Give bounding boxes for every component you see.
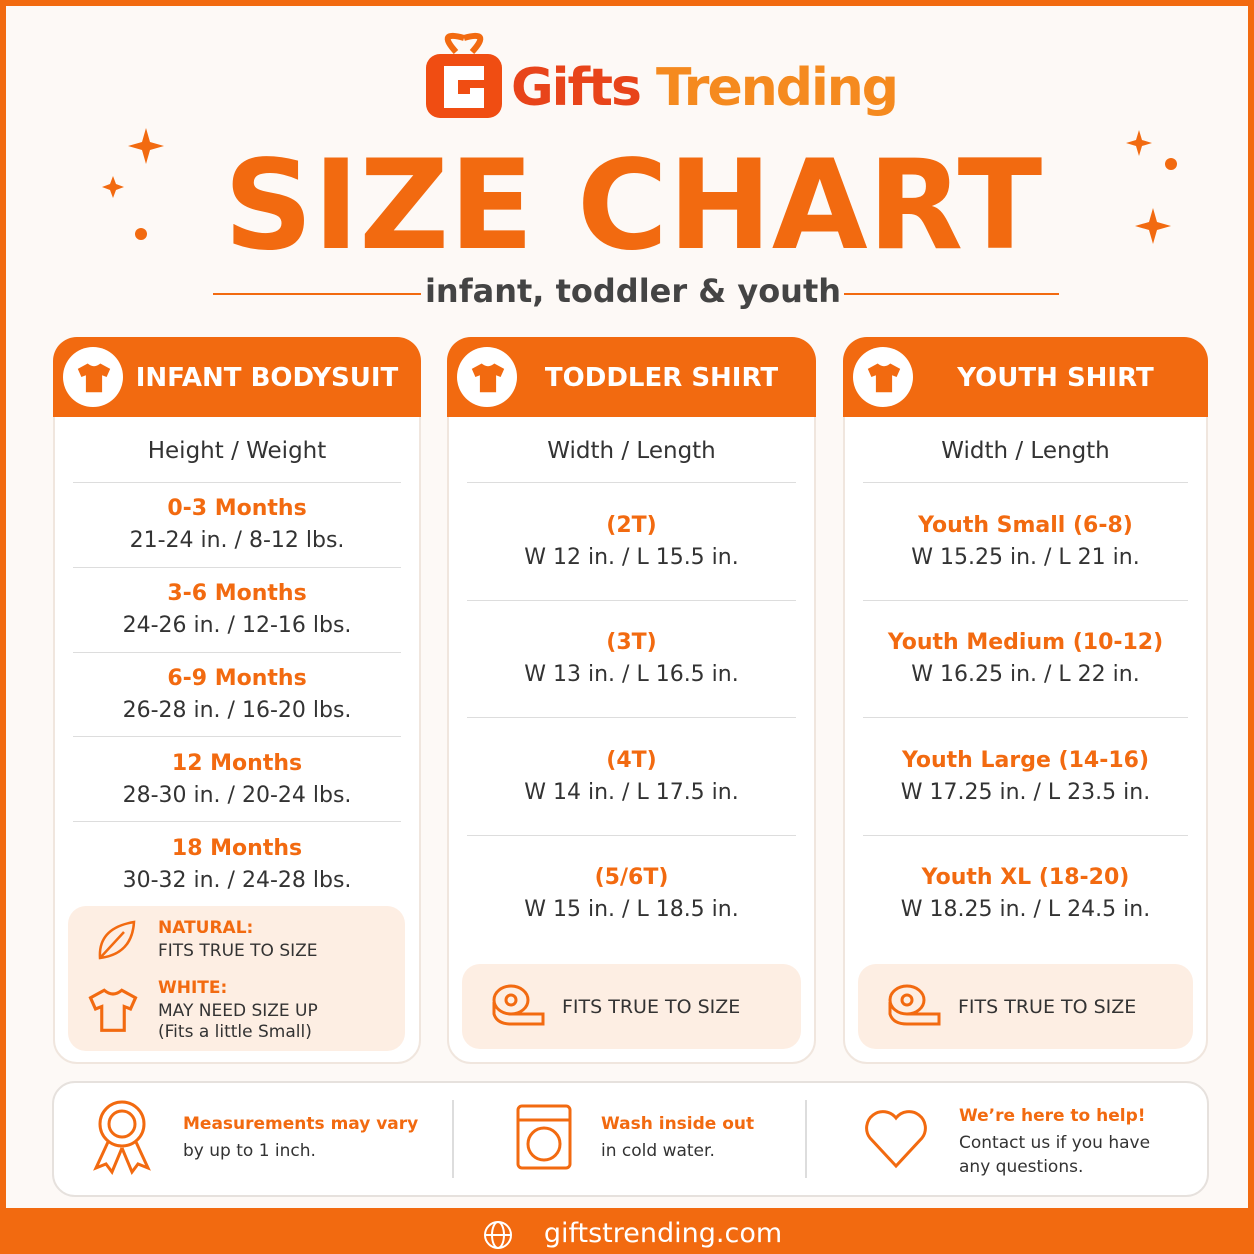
separator	[73, 482, 401, 483]
note-label: NATURAL:	[158, 918, 254, 938]
brand: Gifts Trending	[511, 58, 899, 118]
note-text: FITS TRUE TO SIZE	[958, 996, 1137, 1018]
size-label: (4T)	[606, 747, 657, 773]
title: SIZE CHART	[223, 134, 1043, 278]
decor	[6, 32, 1248, 1254]
separator	[467, 717, 796, 718]
size-label: (5/6T)	[594, 865, 669, 891]
sparkle	[128, 128, 164, 164]
tip-text: in cold water.	[601, 1141, 715, 1161]
note-box	[858, 964, 1193, 1049]
separator	[863, 834, 1188, 836]
size-measure: W 15.25 in. / L 21 in.	[911, 544, 1140, 570]
separator	[467, 834, 796, 836]
separator	[73, 736, 401, 738]
leaf-icon	[94, 918, 138, 966]
column-subheader: Width / Length	[547, 438, 716, 464]
tape-icon	[491, 982, 547, 1032]
tips-box	[52, 1081, 1209, 1197]
shirt-icon	[88, 988, 138, 1032]
size-label: Youth Large (14-16)	[901, 747, 1150, 773]
separator	[73, 651, 401, 653]
size-label: Youth Medium (10-12)	[887, 630, 1164, 656]
size-label: 0-3 Months	[167, 496, 307, 522]
size-measure: W 12 in. / L 15.5 in.	[524, 544, 739, 570]
logo-box	[426, 54, 502, 118]
column-subheader: Width / Length	[941, 438, 1110, 464]
column-title: INFANT BODYSUIT	[135, 363, 399, 393]
tip-text: by up to 1 inch.	[183, 1141, 316, 1161]
sparkle	[1126, 130, 1152, 156]
brand-first: Gifts	[511, 58, 642, 118]
size-measure: W 13 in. / L 16.5 in.	[524, 662, 739, 688]
icon-circle	[853, 347, 913, 407]
dot	[1165, 158, 1177, 170]
note-text: MAY NEED SIZE UP	[158, 1001, 318, 1021]
size-label: (2T)	[606, 512, 657, 538]
size-measure: 26-28 in. / 16-20 lbs.	[122, 698, 352, 723]
note-sub: (Fits a little Small)	[158, 1022, 312, 1042]
size-measure: W 17.25 in. / L 23.5 in.	[900, 779, 1151, 805]
tape	[492, 984, 545, 1026]
brand-second: Trending	[656, 58, 899, 118]
shirt-icon	[471, 363, 505, 393]
sparkle	[102, 176, 124, 198]
logo-bow	[444, 32, 484, 55]
tip-title: We’re here to help!	[959, 1106, 1146, 1126]
logo-g	[444, 66, 484, 108]
tip-title: Measurements may vary	[183, 1114, 419, 1134]
separator	[467, 599, 796, 601]
size-measure: W 15 in. / L 18.5 in.	[524, 897, 739, 923]
size-label: 12 Months	[171, 750, 303, 776]
size-measure: 24-26 in. / 12-16 lbs.	[122, 613, 352, 639]
separator	[73, 566, 401, 568]
separator	[467, 482, 796, 483]
icon-circle	[457, 347, 517, 407]
tip-title: Wash inside out	[601, 1114, 755, 1134]
tip-icons	[93, 1100, 927, 1175]
size-label: (3T)	[606, 630, 657, 656]
separator	[863, 599, 1188, 601]
separator	[73, 821, 401, 823]
subtitle: infant, toddler & youth	[424, 272, 842, 310]
size-label: Youth XL (18-20)	[921, 865, 1130, 891]
icon-circle	[63, 347, 123, 407]
website: giftstrending.com	[543, 1218, 783, 1249]
shirt-icon	[77, 363, 111, 393]
size-measure: 21-24 in. / 8-12 lbs.	[129, 528, 345, 554]
size-measure: 30-32 in. / 24-28 lbs.	[122, 867, 352, 893]
size-measure: W 14 in. / L 17.5 in.	[524, 779, 739, 805]
note-text: FITS TRUE TO SIZE	[562, 996, 741, 1018]
column-title: YOUTH SHIRT	[957, 363, 1154, 393]
leaf	[98, 920, 136, 960]
size-label: Youth Small (6-8)	[918, 512, 1133, 538]
tape	[888, 984, 941, 1026]
dot	[135, 228, 147, 240]
sparkle	[1135, 208, 1171, 244]
size-label: 6-9 Months	[167, 666, 307, 691]
size-label: 18 Months	[171, 835, 303, 861]
shirt-outline	[88, 984, 138, 1034]
globe-icon	[484, 1221, 512, 1249]
size-label: 3-6 Months	[167, 581, 307, 607]
note-text: FITS TRUE TO SIZE	[158, 941, 318, 961]
footer-band	[6, 1208, 1248, 1254]
separator	[863, 717, 1188, 718]
shirt-icon	[867, 363, 901, 393]
note-label: WHITE:	[158, 978, 228, 998]
tip-text: Contact us if you have any questions.	[959, 1133, 1151, 1177]
size-measure: 28-30 in. / 20-24 lbs.	[122, 782, 352, 808]
column-card	[447, 337, 816, 1064]
column-subheader: Height / Weight	[147, 438, 327, 464]
note-box	[462, 964, 801, 1049]
size-measure: W 18.25 in. / L 24.5 in.	[900, 897, 1151, 923]
column-title: TODDLER SHIRT	[544, 363, 779, 393]
tape-icon	[887, 982, 943, 1032]
size-measure: W 16.25 in. / L 22 in.	[911, 662, 1140, 688]
column-card	[843, 337, 1208, 1064]
separator	[863, 482, 1188, 483]
